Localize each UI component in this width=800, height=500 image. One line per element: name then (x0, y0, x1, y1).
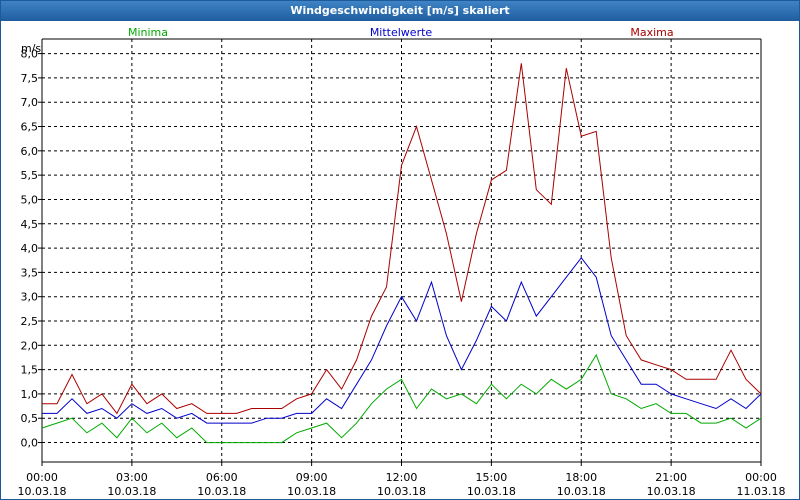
y-tick-label: 1,5 (21, 364, 39, 377)
x-tick-time: 00:00 (745, 471, 777, 484)
x-tick-date: 10.03.18 (557, 485, 606, 498)
y-tick-label: 4,5 (21, 218, 39, 231)
x-tick-time: 21:00 (655, 471, 687, 484)
series-line-minima (41, 353, 762, 444)
grid (42, 39, 761, 462)
series-line-mittelwerte (42, 256, 762, 424)
axes (38, 38, 762, 466)
x-tick-date: 10.03.18 (647, 485, 696, 498)
x-tick-date: 10.03.18 (18, 485, 67, 498)
x-tick-date: 10.03.18 (107, 485, 156, 498)
y-tick-labels: 0,0 0,5 1,0 1,5 2,0 2,5 3,0 3,5 4,0 4,5 5,0 5,5 6,0 6… (21, 48, 39, 450)
y-tick-label: 2,0 (21, 339, 39, 352)
legend-entry-maxima: Maxima (630, 26, 673, 39)
window-title: Windgeschwindigkeit [m/s] skaliert (1, 1, 799, 21)
y-tick-label: 4,0 (21, 242, 39, 255)
x-tick-date: 10.03.18 (287, 485, 336, 498)
legend: Minima Mittelwerte Maxima (128, 26, 674, 39)
y-tick-label: 7,5 (21, 72, 39, 85)
x-tick-time: 03:00 (116, 471, 148, 484)
y-tick-label: 6,5 (21, 121, 39, 134)
legend-entry-mittelwerte: Mittelwerte (370, 26, 433, 39)
y-tick-label: 3,5 (21, 266, 39, 279)
x-tick-time: 09:00 (296, 471, 328, 484)
y-tick-label: 8,0 (21, 48, 39, 61)
legend-entry-minima: Minima (128, 26, 168, 39)
y-tick-label: 1,0 (21, 388, 39, 401)
x-tick-time: 06:00 (206, 471, 238, 484)
x-tick-time: 00:00 (26, 471, 58, 484)
x-tick-labels: 00:0010.03.1803:0010.03.1806:0010.03.180… (18, 471, 786, 498)
x-tick-date: 10.03.18 (467, 485, 516, 498)
y-tick-label: 0,5 (21, 412, 39, 425)
x-tick-time: 18:00 (565, 471, 597, 484)
y-tick-label: 6,0 (21, 145, 39, 158)
series-line-maxima (42, 63, 762, 415)
x-tick-time: 12:00 (386, 471, 418, 484)
y-axis-label: m/s (21, 42, 41, 55)
y-tick-label: 2,5 (21, 315, 39, 328)
series-lines (41, 63, 762, 444)
x-tick-date: 11.03.18 (737, 485, 786, 498)
y-tick-label: 7,0 (21, 96, 39, 109)
y-tick-label: 5,5 (21, 169, 39, 182)
x-tick-date: 10.03.18 (377, 485, 426, 498)
x-tick-date: 10.03.18 (197, 485, 246, 498)
y-tick-label: 3,0 (21, 291, 39, 304)
x-tick-time: 15:00 (476, 471, 508, 484)
y-tick-label: 5,0 (21, 193, 39, 206)
y-tick-label: 0,0 (21, 437, 39, 450)
